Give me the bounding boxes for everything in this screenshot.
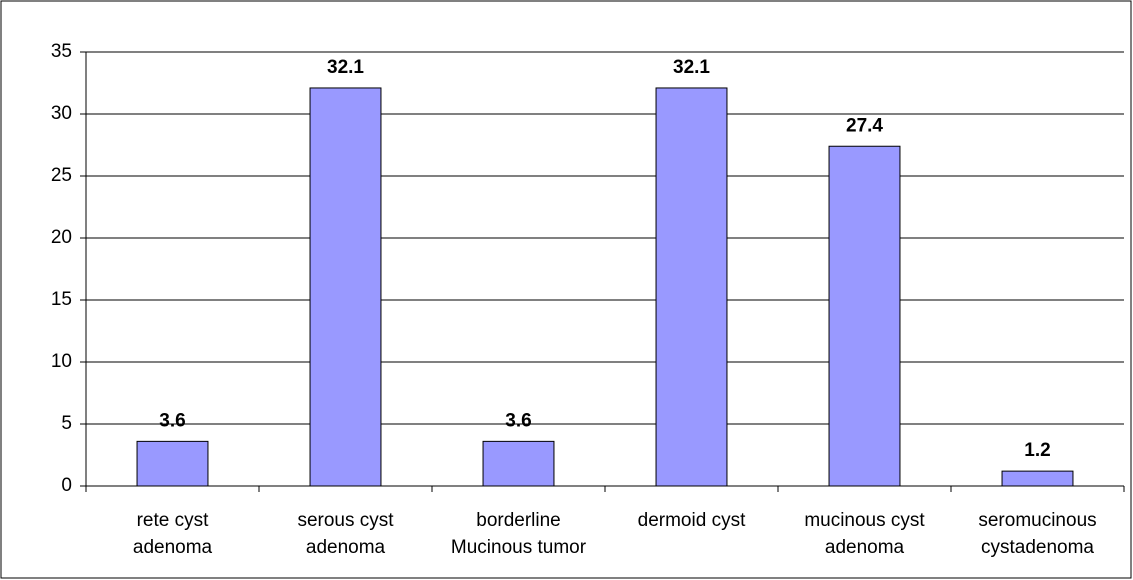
y-tick-label: 20: [51, 227, 72, 248]
x-tick-label: adenoma: [306, 537, 386, 558]
data-label: 27.4: [846, 115, 883, 136]
x-tick-label: borderline: [476, 510, 561, 531]
x-tick-label: serous cyst: [297, 510, 394, 531]
bar: [482, 440, 555, 487]
bar: [309, 87, 382, 487]
y-tick-label: 35: [51, 41, 72, 62]
x-tick-label: seromucinous: [978, 510, 1096, 531]
bar: [1001, 470, 1074, 487]
y-tick-label: 0: [61, 475, 72, 496]
y-tick-label: 25: [51, 165, 72, 186]
data-label: 3.6: [505, 410, 531, 431]
data-label: 1.2: [1024, 440, 1050, 461]
x-tick-label: adenoma: [825, 537, 905, 558]
bar: [136, 440, 209, 487]
x-tick-label: cystadenoma: [981, 537, 1094, 558]
data-label: 3.6: [159, 410, 185, 431]
x-tick-label: rete cyst: [137, 510, 210, 531]
data-label: 32.1: [327, 57, 364, 78]
x-tick-label: Mucinous tumor: [451, 537, 587, 558]
y-tick-label: 15: [51, 289, 72, 310]
x-tick-label: adenoma: [133, 537, 213, 558]
x-tick-label: dermoid cyst: [638, 510, 746, 531]
x-tick-label: mucinous cyst: [804, 510, 925, 531]
bar: [655, 87, 728, 487]
y-tick-label: 5: [61, 413, 72, 434]
bar: [828, 145, 901, 487]
y-tick-label: 30: [51, 103, 72, 124]
data-label: 32.1: [673, 57, 710, 78]
y-tick-label: 10: [51, 351, 72, 372]
